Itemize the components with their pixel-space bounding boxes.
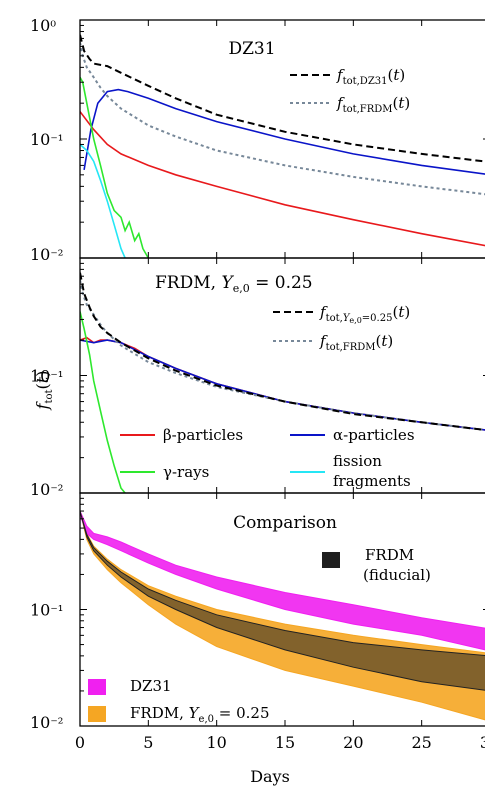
legend-label-fiducial: FRDM (fiducial) [363, 546, 431, 584]
panel-title-frdm: FRDM, Ye,0 = 0.25 [155, 273, 313, 295]
band-0 [80, 510, 485, 651]
x-tick-label: 10 [206, 733, 226, 752]
y-tick-label: 10⁰ [30, 16, 56, 35]
legend-label-dz31: DZ31 [130, 677, 172, 695]
y-axis-label: ftot(t) [33, 371, 55, 411]
y-tick-label: 10⁻² [30, 480, 63, 499]
legend-label-ftot-frdm: ftot,FRDM(t) [336, 94, 410, 115]
legend-swatch-fiducial [322, 552, 340, 568]
legend-label-gamma: γ-rays [163, 463, 209, 481]
legend-dz31: ftot,DZ31(t) ftot,FRDM(t) [290, 66, 410, 115]
x-tick-label: 15 [275, 733, 295, 752]
y-tick-label: 10⁻¹ [30, 130, 63, 149]
axes-frame-1 [79, 257, 485, 494]
series-line-1-1 [80, 279, 485, 431]
x-tick-label: 30 [480, 733, 485, 752]
legend-comparison: FRDM (fiducial) DZ31 FRDM, Ye,0 = 0.25 [88, 546, 431, 725]
series-line-1-3 [80, 339, 485, 431]
legend-label-frdm-ye: FRDM, Ye,0 = 0.25 [130, 704, 270, 725]
x-tick-label: 25 [411, 733, 431, 752]
series-line-1-2 [80, 336, 485, 431]
band-2 [80, 510, 485, 691]
y-tick-label: 10⁻¹ [30, 601, 63, 620]
series-line-0-5 [80, 143, 126, 258]
panel-dz31 [80, 34, 485, 258]
legend-label-fission-line1: fission [333, 452, 382, 470]
ticks: 10⁰ 10⁻¹ 10⁻² 10⁻¹ 10⁻² 10⁻¹ 10⁻² 0 5 10 15 20 25 30 [30, 16, 485, 752]
legend-label-fission: fission fragments [333, 452, 411, 490]
panel-title-comparison: Comparison [233, 513, 337, 533]
series-line-0-1 [80, 42, 485, 196]
series-line-0-0 [80, 34, 485, 163]
x-tick-label: 20 [343, 733, 363, 752]
legend-label-ftot-frdm-2: ftot,FRDM(t) [319, 332, 393, 353]
legend-label-ftot-ye: ftot,Ye,0=0.25(t) [319, 303, 410, 325]
legend-label-beta: β-particles [163, 426, 243, 444]
legend-swatch-dz31 [88, 679, 106, 695]
legend-label-fission-line2: fragments [333, 472, 411, 490]
y-tick-label: 10⁻² [30, 713, 63, 732]
x-axis-label: Days [250, 767, 290, 786]
series-line-1-0 [80, 272, 485, 431]
legend-swatch-frdm-ye [88, 706, 106, 722]
panel-frdm [80, 272, 485, 493]
series-line-0-2 [80, 111, 485, 247]
x-tick-label: 5 [143, 733, 153, 752]
panel-comparison [80, 510, 485, 721]
series-line-0-4 [80, 76, 149, 258]
y-tick-label: 10⁻¹ [30, 367, 63, 386]
y-tick-label: 10⁻² [30, 245, 63, 264]
panel-title-dz31: DZ31 [228, 39, 275, 59]
series-line-1-4 [80, 311, 126, 493]
legend-label-ftot-dz31: ftot,DZ31(t) [336, 66, 405, 87]
legend-label-alpha: α-particles [333, 426, 415, 444]
x-tick-label: 0 [75, 733, 85, 752]
series-line-0-3 [83, 88, 485, 175]
